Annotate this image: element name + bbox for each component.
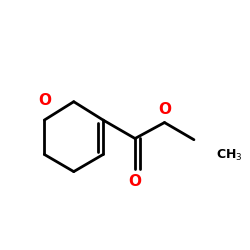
Text: O: O (128, 174, 141, 189)
Text: CH$_3$: CH$_3$ (216, 148, 243, 163)
Text: O: O (38, 93, 51, 108)
Text: O: O (158, 102, 171, 116)
